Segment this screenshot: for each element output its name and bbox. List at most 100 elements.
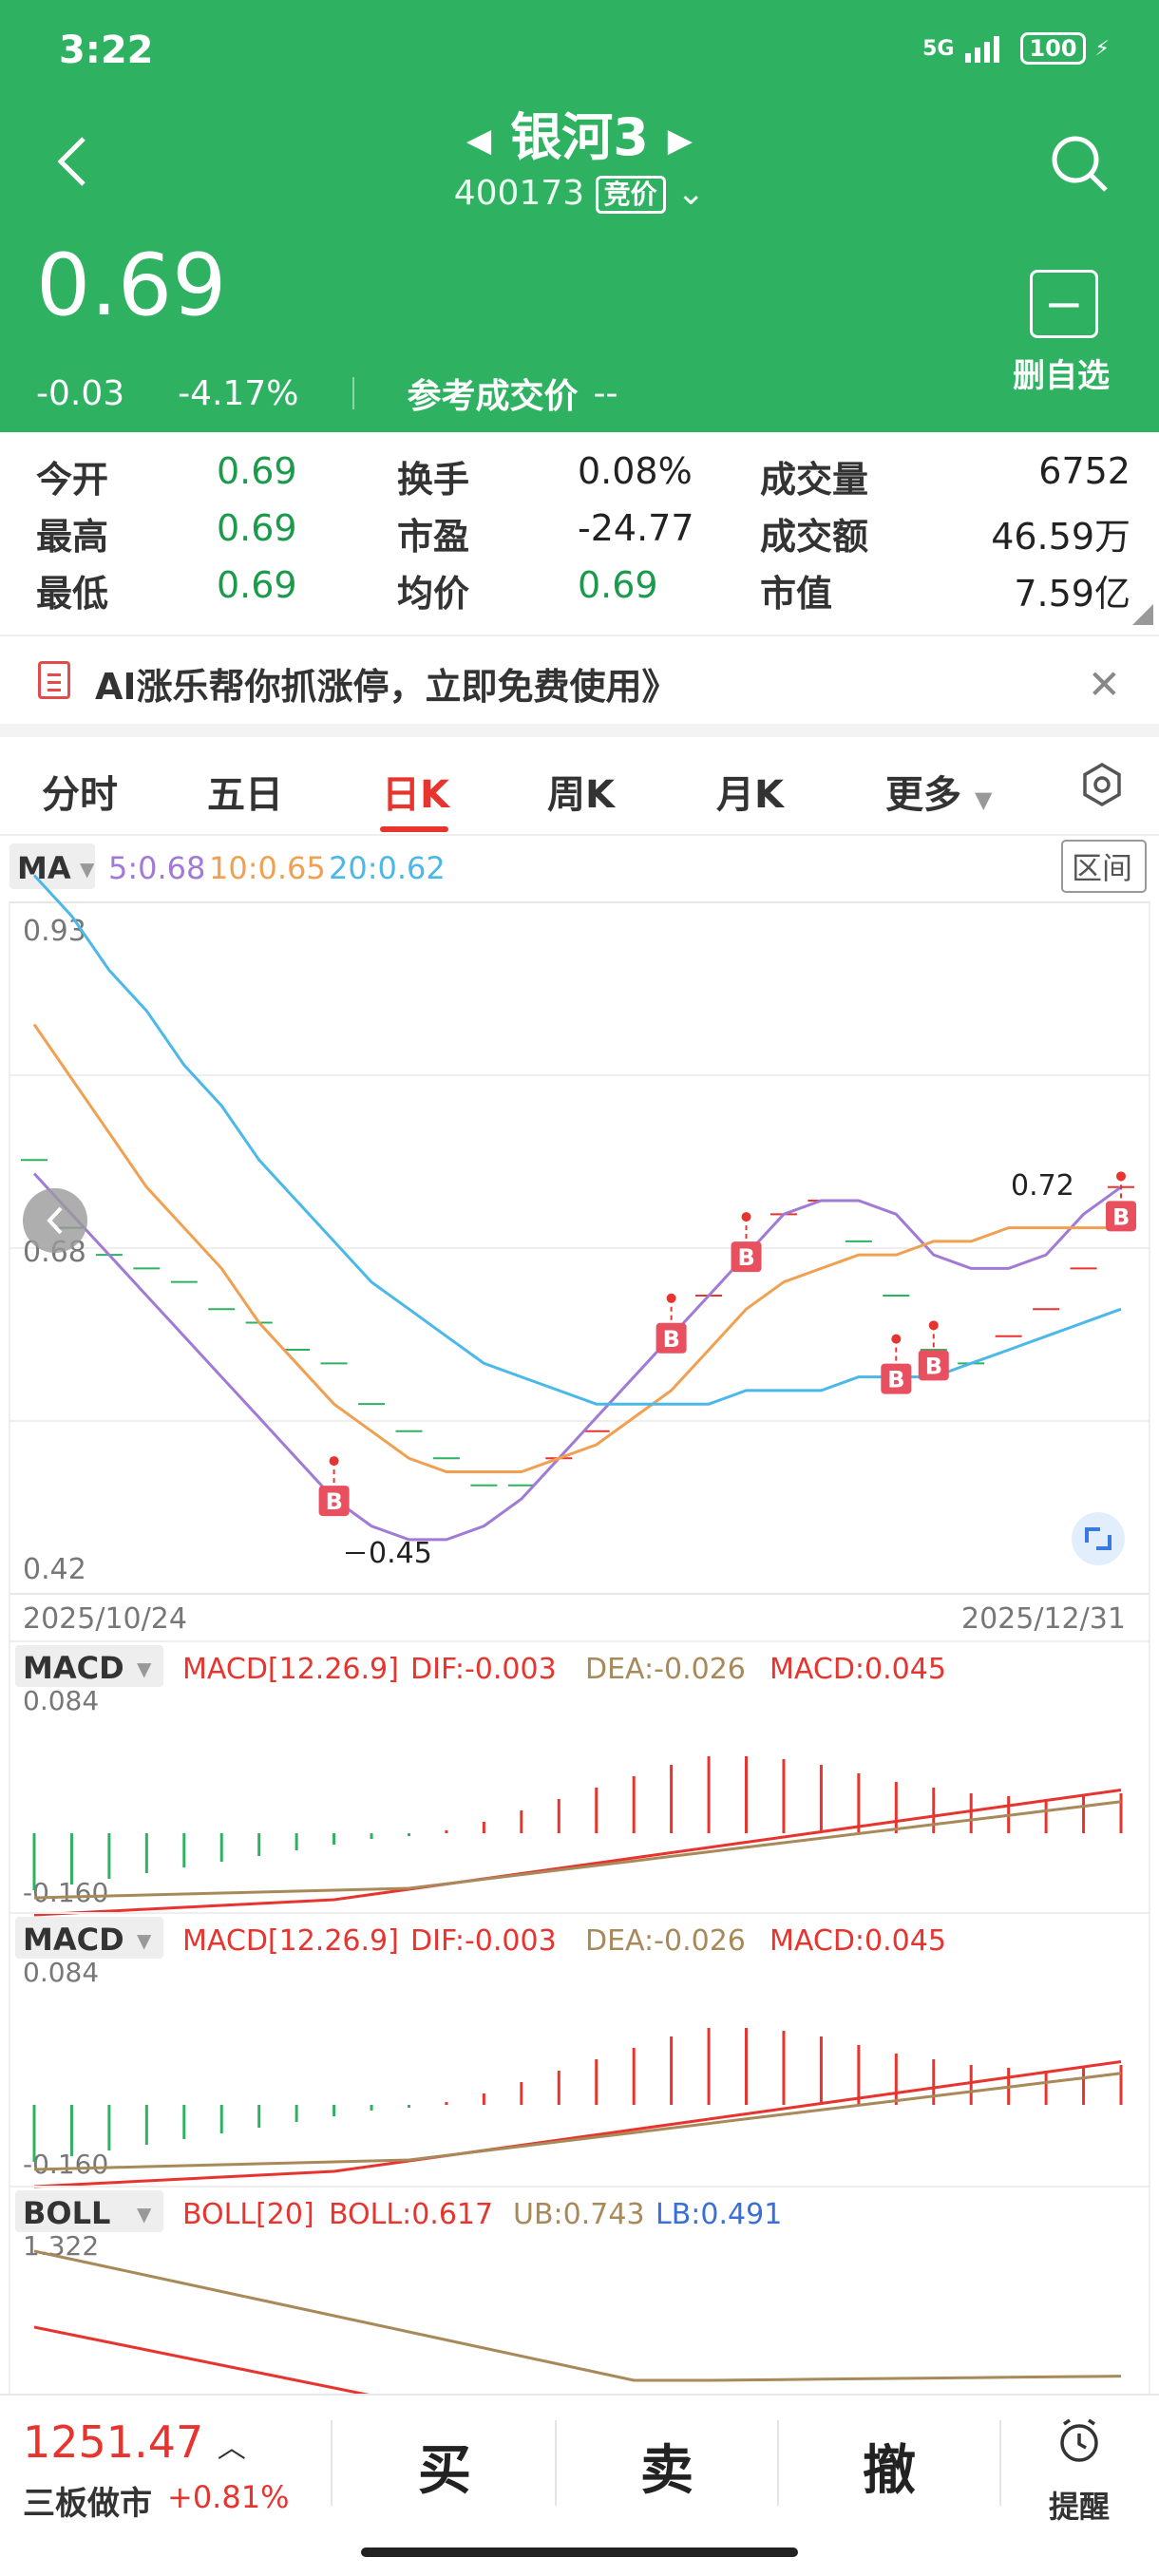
divider (777, 2420, 779, 2506)
home-indicator[interactable] (361, 2548, 798, 2557)
chevron-up-icon: ︿ (217, 2432, 246, 2465)
stat-avg: 均价 0.69 (397, 564, 658, 615)
ma10-label: 10:0.65 (209, 850, 326, 886)
stat-high: 最高 0.69 (36, 507, 297, 558)
low-price-label: 0.45 (369, 1537, 432, 1570)
caret-down-icon: ▼ (137, 1657, 152, 1680)
index-change: +0.81% (167, 2479, 290, 2515)
change-percent: -4.17% (178, 373, 299, 413)
network-indicator: 5G (922, 36, 955, 61)
divider (999, 2420, 1001, 2506)
ma-selector[interactable] (10, 843, 95, 889)
tab-more[interactable]: 更多 ▼ (885, 773, 993, 817)
macd-y-top: 0.084 (23, 1685, 99, 1716)
change-row: -0.03 -4.17% 参考成交价 -- (36, 369, 618, 418)
stat-turnover: 换手 0.08% (397, 450, 693, 501)
b-marker (318, 1486, 350, 1517)
bottom-bar: 1251.47 ︿ 三板做市 +0.81% 买 卖 撤 提醒 (0, 2394, 1159, 2536)
lb-value: LB:0.491 (656, 2198, 782, 2231)
stat-amount: 成交额 46.59万 (760, 516, 1130, 558)
sell-button[interactable]: 卖 (640, 2440, 694, 2502)
y-axis-top: 0.93 (23, 915, 86, 948)
b-marker (656, 1322, 687, 1354)
macd-selector-2[interactable] (15, 1917, 163, 1959)
signal-icon (965, 36, 1000, 63)
prev-stock-icon[interactable]: ◀ (466, 122, 492, 161)
boll-mid-line (33, 2325, 370, 2394)
fullscreen-button[interactable] (1072, 1512, 1125, 1565)
dif-line (33, 1789, 1122, 1917)
current-price: 0.69 (36, 236, 227, 335)
boll-selector[interactable] (15, 2190, 163, 2232)
y-axis-bottom: 0.42 (23, 1553, 86, 1586)
kline-chart[interactable]: MA ▼ 5:0.68 10:0.65 20:0.62 区间 0.93 0.68… (0, 836, 1159, 2394)
ref-price-label: 参考成交价 (407, 377, 579, 416)
b-marker (918, 1350, 949, 1381)
ma-line-5 (32, 1172, 1122, 1542)
cancel-order-button[interactable]: 撤 (863, 2440, 916, 2502)
ai-banner[interactable]: AI涨乐帮你抓涨停，立即免费使用》 ✕ (0, 635, 1159, 724)
tab-5day[interactable]: 五日 (207, 773, 283, 817)
b-marker-label: B (326, 1488, 343, 1515)
b-marker (731, 1241, 762, 1273)
macd-selector[interactable] (15, 1645, 163, 1687)
back-icon[interactable] (53, 133, 91, 190)
remove-watchlist-label[interactable]: 删自选 (1013, 357, 1110, 395)
buy-button[interactable]: 买 (418, 2440, 471, 2502)
marker-dot (666, 1293, 676, 1303)
date-start: 2025/10/24 (23, 1602, 187, 1636)
dif-line (33, 2060, 1122, 2188)
tab-daily-k[interactable]: 日K (382, 773, 449, 817)
b-marker (881, 1363, 912, 1394)
boll-params: BOLL[20] (182, 2198, 314, 2231)
dea-value: DEA:-0.026 (585, 1653, 746, 1686)
macd-value: MACD:0.045 (770, 1653, 946, 1686)
chevron-down-icon: ⌄ (676, 174, 706, 213)
settings-icon[interactable] (1079, 762, 1125, 807)
divider (555, 2420, 557, 2506)
ma-button[interactable]: MA (17, 850, 71, 886)
macd-button-2[interactable]: MACD (23, 1922, 124, 1958)
stat-low: 最低 0.69 (36, 564, 297, 615)
status-time: 3:22 (59, 28, 154, 72)
range-label[interactable]: 区间 (1072, 850, 1132, 886)
alarm-clock-icon[interactable] (1056, 2418, 1102, 2468)
expand-icon (1085, 1527, 1112, 1550)
dea-line (33, 1800, 1122, 1900)
b-marker-label: B (663, 1326, 680, 1353)
tab-weekly-k[interactable]: 周K (547, 773, 615, 817)
scroll-left-button[interactable] (23, 1188, 87, 1253)
chevron-left-icon (47, 1206, 63, 1235)
remove-watchlist-button[interactable]: − (1030, 270, 1098, 338)
stock-title: ◀ 银河3 ▶ 400173 竞价 ⌄ (0, 95, 1159, 214)
marker-dot (928, 1320, 939, 1331)
caret-down-icon: ▼ (974, 786, 993, 813)
next-stock-icon[interactable]: ▶ (667, 122, 693, 161)
tab-intraday[interactable]: 分时 (42, 773, 118, 817)
boll-upper-line (33, 2249, 1122, 2382)
expand-corner-icon[interactable] (1132, 604, 1153, 625)
range-button[interactable] (1061, 840, 1147, 893)
close-icon[interactable]: ✕ (1087, 661, 1121, 708)
stock-code-row[interactable]: 400173 竞价 ⌄ (0, 174, 1159, 214)
caret-down-icon: ▼ (137, 1929, 152, 1952)
high-price-label: 0.72 (1011, 1169, 1074, 1203)
macd-y-bottom-2: -0.160 (23, 2149, 108, 2180)
b-marker-label: B (887, 1367, 904, 1393)
index-value[interactable]: 1251.47 ︿ (23, 2416, 246, 2468)
tab-monthly-k[interactable]: 月K (716, 773, 784, 817)
macd-button[interactable]: MACD (23, 1650, 124, 1686)
index-name[interactable]: 三板做市 (23, 2485, 152, 2523)
ma20-label: 20:0.62 (329, 850, 446, 886)
search-icon[interactable] (1049, 133, 1112, 196)
boll-value: BOLL:0.617 (329, 2198, 493, 2231)
macd-y-top-2: 0.084 (23, 1957, 99, 1988)
macd-value-2: MACD:0.045 (770, 1924, 946, 1958)
macd-params: MACD[12.26.9] (182, 1653, 399, 1686)
document-icon (38, 661, 70, 699)
caret-down-icon: ▼ (137, 2203, 152, 2226)
boll-button[interactable]: BOLL (23, 2195, 110, 2231)
banner-text[interactable]: AI涨乐帮你抓涨停，立即免费使用》 (95, 666, 678, 708)
boll-panel (33, 2249, 1122, 2394)
alert-label[interactable]: 提醒 (1049, 2489, 1111, 2525)
